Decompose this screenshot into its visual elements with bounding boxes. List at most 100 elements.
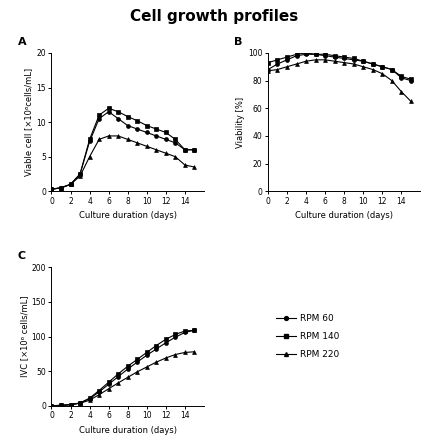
RPM 220 xyxy=(303,59,308,64)
RPM 140 xyxy=(97,388,102,393)
RPM 220 xyxy=(408,99,414,104)
RPM 220 xyxy=(294,61,299,67)
RPM 60 xyxy=(58,403,63,408)
RPM 220 xyxy=(97,392,102,397)
RPM 140 xyxy=(125,114,130,119)
RPM 220 xyxy=(58,403,63,408)
RPM 140 xyxy=(68,402,73,407)
RPM 140 xyxy=(294,52,299,57)
RPM 140 xyxy=(115,371,121,377)
RPM 60 xyxy=(68,182,73,187)
X-axis label: Culture duration (days): Culture duration (days) xyxy=(295,211,393,220)
RPM 60 xyxy=(144,352,149,358)
RPM 220 xyxy=(49,403,54,408)
RPM 60 xyxy=(284,57,290,63)
RPM 140 xyxy=(106,105,111,111)
RPM 60 xyxy=(125,366,130,372)
X-axis label: Culture duration (days): Culture duration (days) xyxy=(79,211,177,220)
RPM 220 xyxy=(125,137,130,142)
RPM 140 xyxy=(135,118,140,123)
RPM 140 xyxy=(58,185,63,191)
RPM 220 xyxy=(144,364,149,370)
RPM 60 xyxy=(361,59,366,64)
RPM 60 xyxy=(87,139,92,144)
Text: B: B xyxy=(234,37,243,47)
Line: RPM 60: RPM 60 xyxy=(49,329,196,407)
RPM 220 xyxy=(284,64,290,69)
RPM 140 xyxy=(192,147,197,153)
RPM 220 xyxy=(182,162,187,168)
RPM 60 xyxy=(275,61,280,67)
Y-axis label: Viability [%]: Viability [%] xyxy=(236,97,245,148)
RPM 60 xyxy=(182,330,187,335)
Text: C: C xyxy=(18,251,26,261)
Legend: RPM 60, RPM 140, RPM 220: RPM 60, RPM 140, RPM 220 xyxy=(272,310,344,363)
RPM 220 xyxy=(399,89,404,94)
RPM 140 xyxy=(49,187,54,192)
RPM 140 xyxy=(361,59,366,64)
RPM 220 xyxy=(106,386,111,392)
RPM 60 xyxy=(49,403,54,408)
RPM 220 xyxy=(115,133,121,138)
RPM 220 xyxy=(135,369,140,374)
Line: RPM 220: RPM 220 xyxy=(49,350,196,407)
RPM 220 xyxy=(58,185,63,191)
RPM 140 xyxy=(303,50,308,56)
RPM 60 xyxy=(135,127,140,132)
RPM 140 xyxy=(182,147,187,153)
RPM 220 xyxy=(323,57,328,63)
RPM 60 xyxy=(87,396,92,401)
Line: RPM 140: RPM 140 xyxy=(49,106,196,191)
RPM 60 xyxy=(97,389,102,395)
RPM 60 xyxy=(115,116,121,121)
RPM 220 xyxy=(389,78,394,83)
Line: RPM 140: RPM 140 xyxy=(266,51,413,81)
RPM 220 xyxy=(380,71,385,76)
RPM 220 xyxy=(135,140,140,146)
RPM 220 xyxy=(313,57,318,63)
RPM 140 xyxy=(87,396,92,401)
RPM 220 xyxy=(115,380,121,385)
RPM 220 xyxy=(163,355,169,361)
RPM 140 xyxy=(144,123,149,128)
RPM 220 xyxy=(266,68,271,74)
Line: RPM 220: RPM 220 xyxy=(266,58,413,103)
RPM 140 xyxy=(78,400,83,406)
RPM 220 xyxy=(154,147,159,153)
RPM 220 xyxy=(351,61,356,67)
RPM 140 xyxy=(351,56,356,61)
RPM 60 xyxy=(173,335,178,340)
RPM 220 xyxy=(68,182,73,187)
RPM 220 xyxy=(163,150,169,156)
RPM 60 xyxy=(154,346,159,351)
RPM 140 xyxy=(135,357,140,362)
RPM 140 xyxy=(399,74,404,79)
RPM 220 xyxy=(192,164,197,170)
RPM 140 xyxy=(182,329,187,334)
RPM 140 xyxy=(323,52,328,57)
RPM 60 xyxy=(182,147,187,153)
Y-axis label: IVC [×10⁶ cells/mL]: IVC [×10⁶ cells/mL] xyxy=(20,296,29,377)
RPM 60 xyxy=(380,64,385,69)
RPM 60 xyxy=(106,109,111,114)
RPM 220 xyxy=(173,154,178,159)
Line: RPM 140: RPM 140 xyxy=(49,329,196,407)
RPM 60 xyxy=(125,123,130,128)
RPM 140 xyxy=(173,137,178,142)
RPM 60 xyxy=(135,359,140,365)
RPM 60 xyxy=(351,57,356,63)
Line: RPM 60: RPM 60 xyxy=(266,52,413,82)
RPM 60 xyxy=(313,52,318,57)
RPM 60 xyxy=(399,75,404,80)
RPM 140 xyxy=(68,182,73,187)
RPM 220 xyxy=(125,375,130,380)
RPM 60 xyxy=(192,147,197,153)
RPM 60 xyxy=(173,140,178,146)
RPM 140 xyxy=(49,403,54,408)
RPM 220 xyxy=(87,397,92,403)
RPM 140 xyxy=(154,127,159,132)
RPM 140 xyxy=(144,350,149,355)
Line: RPM 220: RPM 220 xyxy=(49,134,196,191)
RPM 60 xyxy=(154,133,159,138)
RPM 220 xyxy=(87,154,92,159)
